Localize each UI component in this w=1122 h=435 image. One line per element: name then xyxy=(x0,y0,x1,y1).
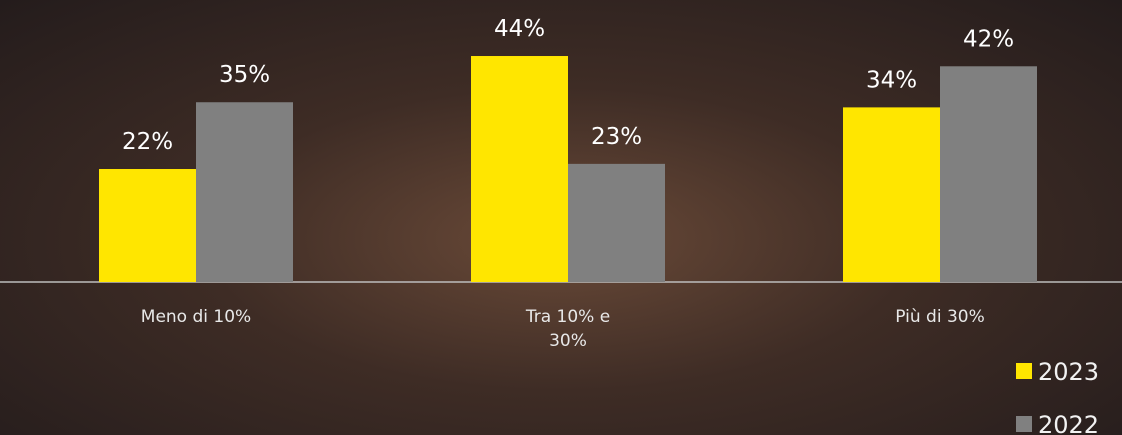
x-tick-label: Meno di 10% xyxy=(140,307,252,327)
bar xyxy=(471,56,568,283)
value-label: 44% xyxy=(494,16,545,42)
bar xyxy=(843,107,940,282)
value-label: 23% xyxy=(591,124,642,150)
legend-label: 2022 xyxy=(1038,411,1100,435)
value-label: 22% xyxy=(122,129,173,155)
bar xyxy=(568,163,665,282)
bar xyxy=(196,102,293,283)
value-label: 35% xyxy=(219,62,270,88)
legend-swatch xyxy=(1016,416,1032,432)
legend-label: 2023 xyxy=(1038,358,1100,386)
x-tick-label: Tra 10% e 30% xyxy=(525,307,611,351)
x-tick-label: Più di 30% xyxy=(895,307,985,327)
bar xyxy=(99,169,196,282)
legend-swatch xyxy=(1016,363,1032,379)
bar xyxy=(940,66,1037,283)
value-label: 34% xyxy=(866,67,917,93)
value-label: 42% xyxy=(963,26,1014,52)
